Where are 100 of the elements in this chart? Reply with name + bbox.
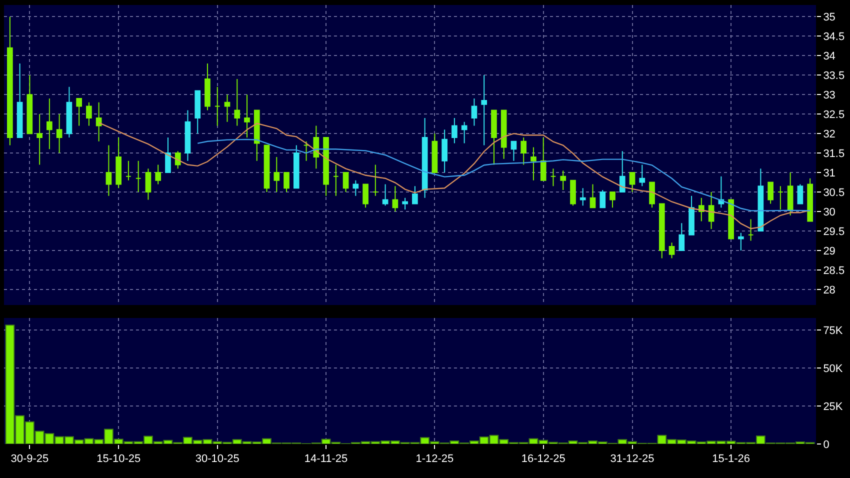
candlestick — [56, 114, 62, 154]
candlestick — [619, 150, 626, 193]
candlestick — [530, 146, 536, 181]
candlestick — [26, 74, 33, 134]
candlestick — [126, 160, 132, 181]
candlestick — [332, 164, 339, 196]
y-tick-label: 0 — [823, 438, 830, 451]
candlestick — [778, 186, 784, 210]
candlestick — [787, 172, 794, 216]
candlestick — [155, 164, 162, 185]
candlestick — [758, 168, 764, 232]
y-tick-label: 31.5 — [823, 148, 845, 160]
candlestick — [96, 102, 102, 142]
candlestick — [194, 90, 201, 134]
y-tick-label: 28 — [823, 284, 836, 296]
candlestick — [422, 117, 428, 198]
candlestick — [116, 136, 122, 189]
x-tick-label: 1-12-25 — [416, 453, 454, 466]
candlestick — [204, 62, 210, 111]
candlestick — [224, 94, 230, 122]
candlestick — [382, 184, 388, 206]
candlestick — [284, 172, 290, 193]
y-tick-label: 28.5 — [823, 264, 845, 277]
candlestick — [165, 136, 171, 174]
candlestick — [372, 164, 378, 196]
candlestick — [442, 129, 448, 174]
candlestick — [174, 150, 181, 170]
candlestick — [66, 86, 72, 138]
y-tick-label: 33.5 — [823, 70, 845, 82]
candlestick — [362, 184, 368, 208]
candlestick — [797, 184, 804, 204]
y-tick-label: 30 — [823, 206, 836, 218]
x-tick-label: 31-12-25 — [610, 453, 654, 466]
candlestick — [768, 182, 774, 204]
candlestick — [352, 180, 359, 196]
y-tick-label: 29 — [823, 245, 836, 258]
y-tick-label: 30.5 — [823, 186, 845, 199]
candlestick — [274, 156, 280, 193]
candlestick — [590, 184, 596, 208]
y-tick-label: 34.5 — [823, 31, 845, 44]
y-tick-label: 75K — [823, 324, 844, 337]
candlestick — [46, 98, 52, 150]
y-tick-label: 32.5 — [823, 108, 845, 121]
y-tick-label: 25K — [823, 400, 844, 413]
candlestick — [491, 110, 497, 166]
candlestick — [234, 78, 240, 126]
candlestick — [36, 114, 42, 166]
candlestick — [520, 136, 527, 166]
candlestick — [106, 144, 112, 196]
candlestick — [184, 110, 191, 162]
y-tick-label: 31 — [823, 167, 836, 180]
candlestick — [678, 222, 685, 251]
candlestick — [293, 144, 300, 189]
candlestick — [728, 199, 734, 240]
x-tick-label: 30-10-25 — [195, 453, 240, 466]
candlestick — [432, 133, 438, 174]
candlestick — [629, 172, 636, 193]
y-tick-label: 34 — [823, 50, 836, 62]
candlestick — [264, 144, 270, 193]
line-series — [197, 138, 811, 212]
candlestick — [570, 180, 576, 206]
candlestick — [392, 186, 398, 212]
x-tick-label: 15-10-25 — [96, 453, 141, 466]
y-tick-label: 50K — [823, 362, 844, 375]
candlestick — [748, 218, 754, 242]
candlestick — [481, 74, 488, 146]
candlestick — [610, 192, 616, 208]
candlestick — [76, 98, 82, 126]
candlestick — [7, 16, 13, 146]
candlestick — [500, 110, 507, 160]
y-tick-label: 35 — [823, 12, 836, 24]
candlestick — [461, 121, 468, 144]
candlestick — [550, 168, 556, 187]
candlestick — [560, 170, 566, 191]
x-tick-label: 15-1-26 — [712, 453, 750, 466]
candlestick — [342, 172, 349, 193]
candlestick — [214, 86, 220, 126]
candlestick — [688, 195, 694, 236]
candlestick — [303, 140, 310, 162]
candlestick — [807, 178, 813, 222]
candlestick — [600, 190, 606, 208]
candlestick — [658, 203, 665, 259]
candlestick — [649, 182, 655, 208]
candlestick — [402, 197, 408, 210]
candlestick — [254, 110, 260, 162]
y-tick-label: 32 — [823, 128, 836, 140]
candlestick — [540, 136, 546, 181]
y-tick-label: 33 — [823, 89, 836, 102]
y-tick-label: 29.5 — [823, 226, 845, 238]
candlestick — [510, 140, 517, 162]
candlestick — [16, 62, 23, 138]
candlestick — [244, 94, 250, 138]
candlestick — [412, 186, 418, 204]
candlestick — [86, 102, 92, 126]
candlestick — [708, 192, 714, 230]
candlestick — [452, 117, 458, 144]
candlestick — [323, 136, 329, 196]
candlestick — [718, 176, 724, 208]
x-tick-label: 16-12-25 — [521, 453, 566, 466]
candlestick — [639, 164, 646, 187]
